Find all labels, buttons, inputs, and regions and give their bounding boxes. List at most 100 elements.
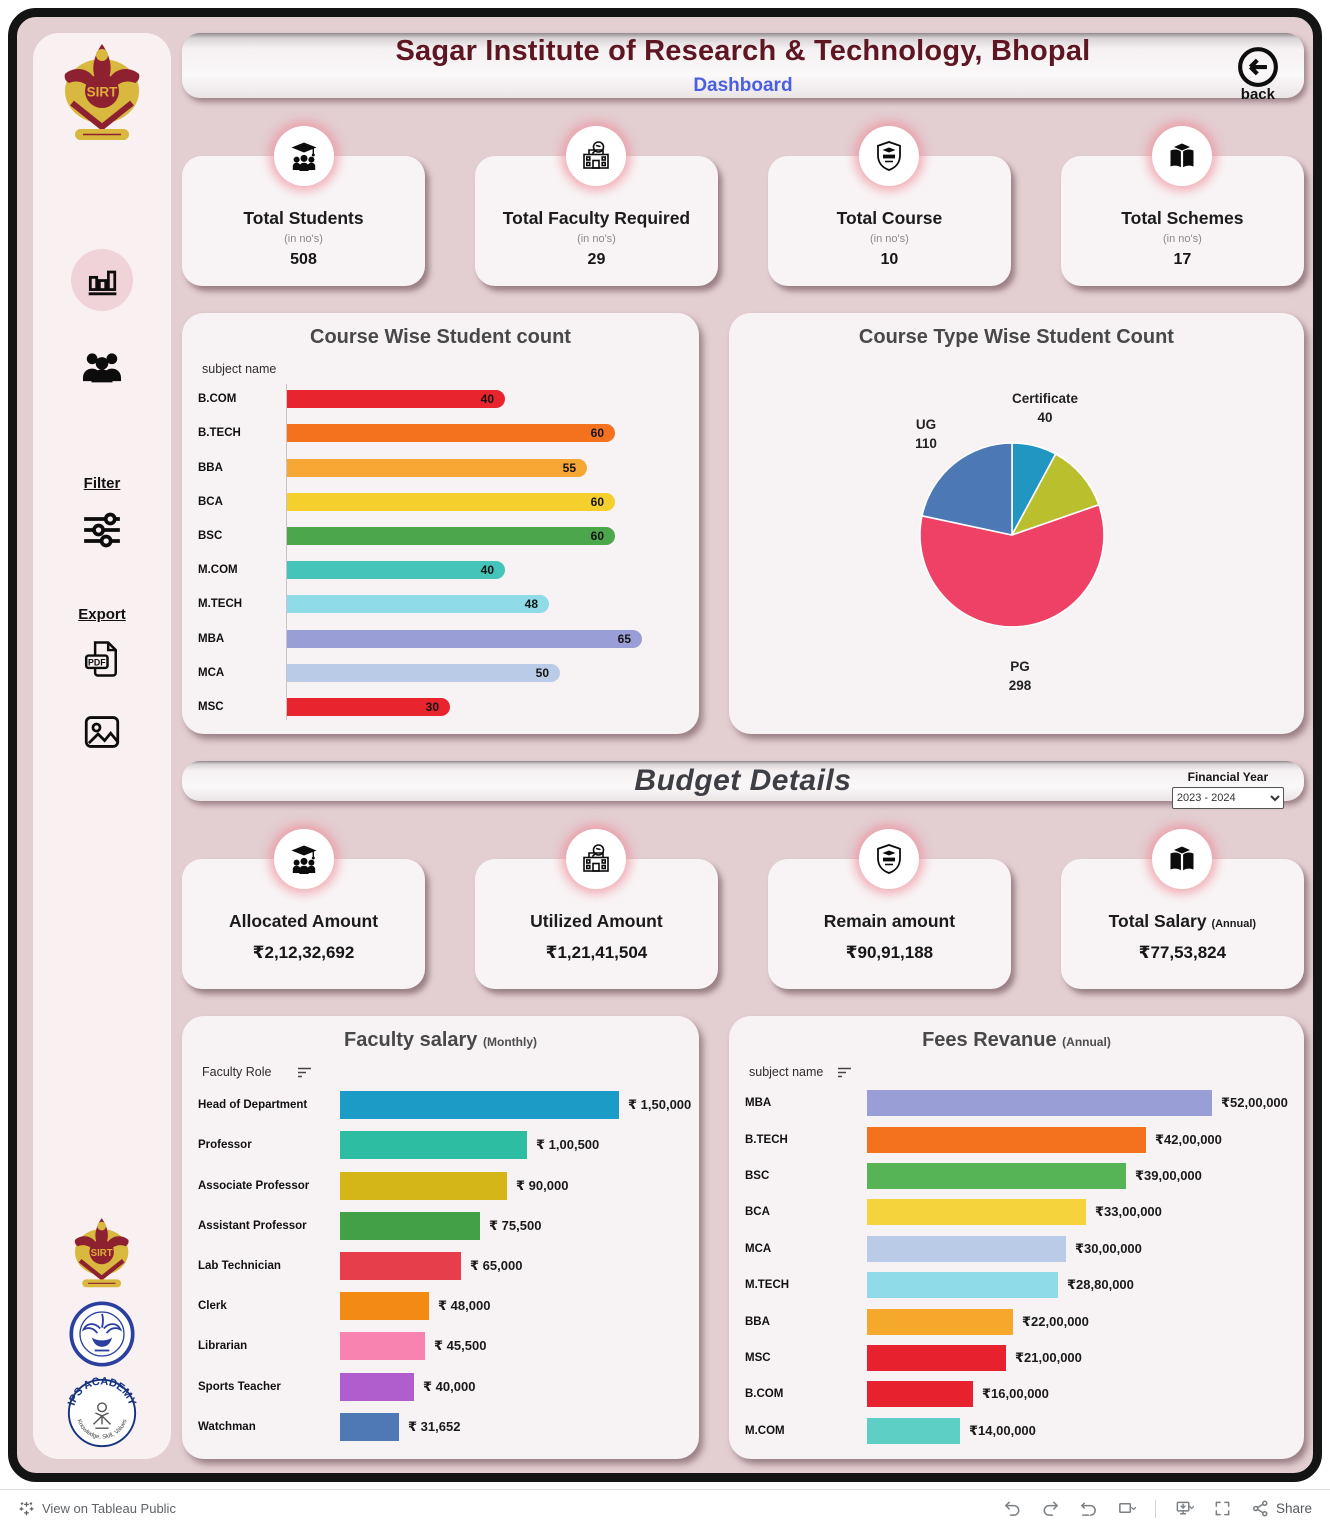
- download-icon[interactable]: [1175, 1499, 1194, 1518]
- course-type-pie-chart: Course Type Wise Student Count Certifica…: [729, 313, 1304, 735]
- category-label: BSC: [198, 529, 223, 542]
- bar[interactable]: 40: [286, 561, 505, 580]
- fees-revenue-chart: Fees Revanue (Annual) subject name MBA ₹…: [729, 1016, 1304, 1459]
- kpi-value: ₹77,53,824: [1138, 943, 1227, 963]
- refresh-menu-icon[interactable]: [1117, 1499, 1136, 1518]
- export-pdf-button[interactable]: PDF: [79, 637, 125, 681]
- financial-year-label: Financial Year: [1187, 770, 1269, 785]
- budget-details-header: Budget Details Financial Year 2023 - 202…: [182, 761, 1304, 810]
- bar-value-label: ₹30,00,000: [1075, 1240, 1142, 1256]
- bar-row-b-com: B.COM ₹16,00,000: [745, 1376, 1288, 1412]
- sort-icon[interactable]: [297, 1066, 312, 1079]
- students-icon: [275, 128, 332, 185]
- bar[interactable]: 60: [286, 492, 615, 511]
- category-label: M.COM: [745, 1424, 785, 1437]
- category-label: BCA: [198, 495, 223, 508]
- revert-icon[interactable]: [1079, 1499, 1098, 1518]
- export-link[interactable]: Export: [78, 606, 126, 623]
- bar-row-mca: MCA ₹30,00,000: [745, 1231, 1288, 1267]
- bar[interactable]: [867, 1199, 1086, 1226]
- back-button[interactable]: back: [1236, 45, 1280, 103]
- svg-text:SIRT: SIRT: [91, 1248, 113, 1259]
- pie-slice-ug[interactable]: [921, 442, 1013, 537]
- bar[interactable]: [340, 1251, 461, 1280]
- category-label: BCA: [745, 1206, 770, 1219]
- bar[interactable]: [340, 1131, 527, 1160]
- people-nav-button[interactable]: [79, 345, 125, 387]
- bar[interactable]: [340, 1211, 480, 1240]
- bar[interactable]: 30: [286, 697, 450, 716]
- financial-year-select[interactable]: 2023 - 2024: [1171, 787, 1284, 810]
- bar[interactable]: [340, 1091, 619, 1120]
- kpi-card-total-faculty-required: Total Faculty Required (in no's) 29: [474, 128, 718, 287]
- bar[interactable]: [340, 1292, 429, 1321]
- bar[interactable]: 55: [286, 458, 587, 477]
- bar-row-sports-teacher: Sports Teacher ₹ 40,000: [198, 1366, 683, 1406]
- y-axis-line: [286, 384, 287, 721]
- people-icon: [79, 345, 125, 387]
- bar[interactable]: [867, 1163, 1126, 1190]
- bar[interactable]: 50: [286, 663, 560, 682]
- category-label: Head of Department: [198, 1099, 308, 1112]
- pie-slice-unlabeled[interactable]: [1010, 453, 1100, 537]
- kpi-label: Total Students: [243, 208, 364, 229]
- svg-text:PDF: PDF: [88, 658, 106, 668]
- bar[interactable]: 48: [286, 595, 549, 614]
- bar-value-label: 60: [590, 494, 604, 509]
- svg-text:SIRT: SIRT: [87, 85, 119, 100]
- bar[interactable]: 60: [286, 424, 615, 443]
- sliders-icon: [79, 508, 125, 552]
- bar-row-m-tech: M.TECH 48: [198, 587, 683, 621]
- axis-label: subject name: [202, 362, 277, 377]
- export-image-button[interactable]: [80, 711, 124, 753]
- bar-row-mca: MCA 50: [198, 656, 683, 690]
- bar[interactable]: [867, 1381, 973, 1408]
- bar-row-bsc: BSC 60: [198, 519, 683, 553]
- share-button[interactable]: Share: [1251, 1499, 1312, 1518]
- filter-link[interactable]: Filter: [83, 475, 121, 492]
- bar[interactable]: 40: [286, 390, 505, 409]
- pie-slice-pg[interactable]: [919, 503, 1105, 628]
- bar-value-label: 40: [480, 563, 494, 578]
- bar-value-label: 40: [480, 392, 494, 407]
- course-bars-plot: B.COM 40 B.TECH 60 BBA 55 BCA: [198, 382, 683, 724]
- kpi-sublabel: (in no's): [577, 233, 616, 246]
- bar[interactable]: 65: [286, 629, 642, 648]
- bar[interactable]: [867, 1090, 1212, 1117]
- bar-chart-nav-button[interactable]: [71, 249, 133, 311]
- header-card: Sagar Institute of Research & Technology…: [182, 33, 1304, 103]
- bar-row-m-com: M.COM 40: [198, 553, 683, 587]
- undo-icon[interactable]: [1003, 1499, 1022, 1518]
- kpi-value: ₹90,91,188: [845, 943, 934, 963]
- category-label: Assistant Professor: [198, 1219, 307, 1232]
- kpi-card-remain-amount: Remain amount ₹90,91,188: [767, 831, 1011, 990]
- redo-icon[interactable]: [1041, 1499, 1060, 1518]
- fees-bars-plot: MBA ₹52,00,000 B.TECH ₹42,00,000 BSC ₹3: [745, 1085, 1288, 1449]
- filter-button[interactable]: [79, 508, 125, 552]
- sort-icon[interactable]: [837, 1066, 852, 1079]
- bar[interactable]: [867, 1417, 960, 1444]
- axis-label: subject name: [749, 1065, 1288, 1079]
- bar[interactable]: [340, 1372, 414, 1401]
- bar[interactable]: [867, 1272, 1058, 1299]
- kpi-label: Utilized Amount: [530, 911, 663, 932]
- axis-label: Faculty Role: [202, 1065, 683, 1079]
- bar[interactable]: [867, 1345, 1006, 1372]
- fullscreen-icon[interactable]: [1213, 1499, 1232, 1518]
- bar-row-clerk: Clerk ₹ 48,000: [198, 1286, 683, 1326]
- bar-value-label: 50: [535, 665, 549, 680]
- bar[interactable]: [340, 1171, 507, 1200]
- bar-chart-icon: [85, 263, 119, 297]
- bar[interactable]: [867, 1308, 1013, 1335]
- view-on-tableau-link[interactable]: View on Tableau Public: [18, 1500, 176, 1517]
- faculty-building-icon: [568, 831, 625, 888]
- bar-value-label: ₹ 1,00,500: [536, 1137, 600, 1153]
- bar[interactable]: [340, 1332, 425, 1361]
- bar[interactable]: [340, 1412, 399, 1441]
- bar[interactable]: [867, 1235, 1066, 1262]
- bar-row-lab-technician: Lab Technician ₹ 65,000: [198, 1246, 683, 1286]
- bar[interactable]: [867, 1126, 1146, 1153]
- bar-value-label: ₹ 65,000: [470, 1257, 523, 1273]
- chart-title: Fees Revanue (Annual): [922, 1029, 1111, 1052]
- bar[interactable]: 60: [286, 526, 615, 545]
